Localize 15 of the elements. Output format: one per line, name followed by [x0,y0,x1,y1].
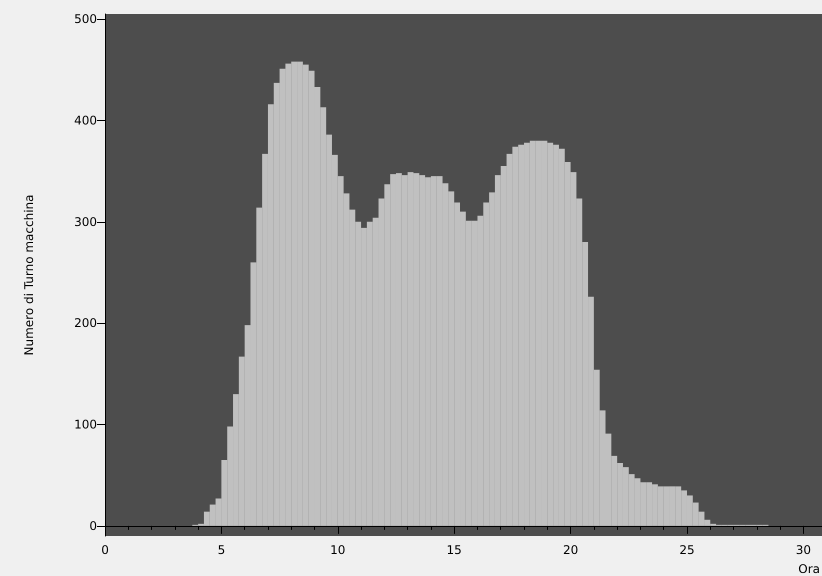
x-tick-label: 25 [679,543,695,557]
x-tick-label: 30 [796,543,812,557]
y-tick-label: 300 [74,214,97,229]
y-axis-title: Numero di Turno macchina [22,194,36,356]
x-tick-label: 0 [101,543,109,557]
x-axis-title: Ora [798,562,820,576]
x-tick-label: 15 [446,543,462,557]
y-tick-label: 0 [89,518,97,533]
y-tick-label: 100 [74,418,97,432]
y-tick-label: 500 [74,12,97,26]
x-tick-label: 5 [218,543,226,557]
y-tick-label: 400 [74,113,97,128]
x-tick-label: 20 [562,543,578,557]
y-tick-label: 200 [74,316,97,330]
x-tick-label: 10 [330,543,346,557]
